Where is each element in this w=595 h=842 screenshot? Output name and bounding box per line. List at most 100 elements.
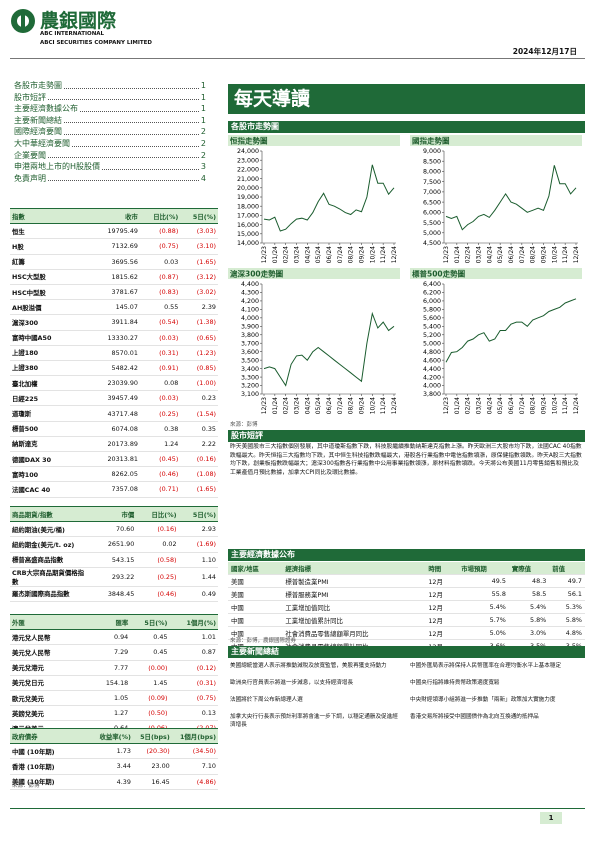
x-tick-label: 10/24	[551, 397, 558, 414]
table-body: 政府債券 收益率(%) 5日(bps) 1個月(bps) 中國 (10年期) 1.73 (2…	[10, 727, 218, 790]
x-tick-label: 11/24	[562, 397, 569, 414]
y-tick-label: 3,500	[241, 357, 259, 364]
table-cell: (0.31)	[139, 345, 181, 361]
x-tick-label: 10/24	[369, 246, 376, 263]
chart: 恒指走勢圖 14,000 15,000 16,000 17,000 18,000 19,00…	[228, 135, 400, 263]
page-title: 每天導讀	[228, 84, 585, 114]
x-tick-label: 03/24	[476, 397, 483, 414]
table-cell: (0.58)	[136, 552, 179, 568]
table-row: 港元兌人民幣 0.94 0.45 1.01	[10, 629, 218, 646]
table-cell: 日經225	[10, 390, 92, 407]
table-cell: 紅籌	[10, 254, 92, 270]
y-tick-label: 6,400	[423, 281, 441, 288]
header-cell: 日比(%)	[136, 505, 179, 523]
table-cell: (1.65)	[180, 254, 218, 270]
table-cell: 3.0%	[508, 626, 550, 640]
header-cell: 外匯	[10, 613, 92, 631]
toc-entry: 免責声明 4	[14, 173, 206, 185]
header-cell: 日比(%)	[139, 207, 181, 225]
price-line	[445, 165, 577, 231]
x-tick-label: 04/24	[304, 246, 311, 263]
company-en: ABCI SECURITIES COMPANY LIMITED	[40, 40, 152, 46]
table-row: 標普500 6074.08 0.38 0.35	[10, 421, 218, 437]
x-tick-label: 09/24	[541, 246, 548, 263]
header-cell: 5日(bps)	[132, 727, 172, 745]
table-cell: 恒生	[10, 223, 92, 240]
y-tick-label: 18,000	[237, 203, 259, 210]
table-row: 上證380 5482.42 (0.91) (0.85)	[10, 360, 218, 377]
table-cell: 0.94	[92, 629, 131, 646]
table-row: 紅籌 3695.56 0.03 (1.65)	[10, 254, 218, 270]
table-cell: (0.46)	[136, 586, 179, 602]
news-list: 美國總統當選人表示將推動減稅及放寬監管，美股再獲支持動力 歐洲央行官員表示將進一步…	[230, 662, 400, 738]
table-cell: (0.91)	[139, 360, 181, 377]
y-tick-label: 4,500	[423, 240, 441, 247]
table-cell: 48.3	[508, 574, 550, 588]
x-tick-label: 09/24	[359, 246, 366, 263]
y-tick-label: 5,000	[423, 230, 441, 237]
table-cell: 23.00	[132, 758, 172, 775]
x-tick-label: 07/24	[519, 397, 526, 414]
news-item: 中國央行指將維持貨幣政策適度寬鬆	[410, 680, 500, 686]
y-tick-label: 3,800	[423, 391, 441, 398]
table-cell: (0.00)	[130, 660, 170, 676]
table-cell: 1.45	[130, 675, 170, 691]
table-cell: 5.3%	[549, 600, 585, 614]
table-cell: (0.85)	[180, 360, 218, 377]
y-tick-label: 6,200	[423, 290, 441, 297]
y-tick-label: 21,000	[237, 176, 259, 183]
table-row: 美元兌人民幣 7.29 0.45 0.87	[10, 644, 218, 661]
source-note: 來源：彭博	[230, 422, 258, 428]
table-row: 道瓊斯 43717.48 (0.25) (1.54)	[10, 405, 218, 422]
table-cell: 歐元兌美元	[10, 690, 92, 707]
header-cell: 1個月(%)	[169, 613, 218, 631]
table-cell: 中國	[228, 600, 283, 614]
table-row: HSC大型股 1815.62 (0.87) (3.12)	[10, 269, 218, 285]
y-tick-label: 5,000	[423, 340, 441, 347]
price-line	[263, 164, 395, 232]
x-tick-label: 11/24	[380, 246, 387, 263]
table-cell: 8570.01	[92, 345, 140, 361]
toc-page: 1	[200, 81, 206, 90]
table-cell: (4.86)	[171, 774, 218, 790]
x-tick-label: 01/24	[272, 246, 279, 263]
table-row: 滬深300 3911.84 (0.54) (1.38)	[10, 314, 218, 331]
table-cell: 293.22	[92, 567, 137, 587]
table-row: 恒生 19795.49 (0.88) (3.03)	[10, 223, 218, 240]
table-cell: (1.08)	[180, 466, 218, 483]
news-item: 中國外匯局表示將保持人民幣匯率在合理均衡水平上基本穩定	[410, 663, 562, 669]
table-row: 美元兌港元 7.77 (0.00) (0.12)	[10, 660, 218, 676]
table-cell: 543.15	[92, 552, 137, 568]
table-cell: 0.87	[169, 644, 218, 661]
fx-table: 外匯 匯率 5日(%) 1個月(%) 港元兌人民幣 0.94 0.45 1.01 美元兌人民幣 7…	[10, 613, 218, 737]
table-cell: 7357.08	[92, 481, 140, 498]
table-cell: 12月	[425, 574, 459, 588]
x-tick-label: 04/24	[486, 246, 493, 263]
header-cell: 實際值	[508, 562, 550, 575]
table-cell: 0.45	[130, 644, 170, 661]
table-cell: 0.35	[180, 421, 218, 437]
y-tick-label: 4,200	[423, 374, 441, 381]
table-row: AH股溢價 145.07 0.55 2.39	[10, 299, 218, 316]
table-cell: 5.8%	[508, 613, 550, 627]
table-cell: 1.24	[139, 436, 181, 453]
header-cell: 收益率(%)	[92, 727, 133, 745]
chart-title-bg	[410, 268, 582, 279]
table-cell: 中國	[228, 626, 283, 640]
table-cell: 美元兌日元	[10, 675, 92, 691]
y-tick-label: 3,300	[241, 374, 259, 381]
news-item: 香港交易所將接受中國國債作為北向互換通的抵押品	[410, 714, 539, 720]
x-tick-label: 01/24	[454, 246, 461, 263]
toc-title: 股市短評	[14, 92, 46, 102]
table-cell: (0.87)	[139, 269, 181, 285]
x-tick-label: 07/24	[337, 397, 344, 414]
table-cell: 12月	[425, 613, 459, 627]
header-row: 政府債券 收益率(%) 5日(bps) 1個月(bps)	[10, 727, 218, 745]
header-cell: 5日(%)	[180, 207, 218, 225]
y-tick-label: 8,500	[423, 158, 441, 165]
table-cell: (0.16)	[136, 521, 179, 538]
x-tick-label: 11/24	[562, 246, 569, 263]
toc-page: 1	[200, 115, 206, 125]
chart-title: 標普500走勢圖	[412, 269, 466, 279]
logo-icon	[11, 9, 35, 33]
